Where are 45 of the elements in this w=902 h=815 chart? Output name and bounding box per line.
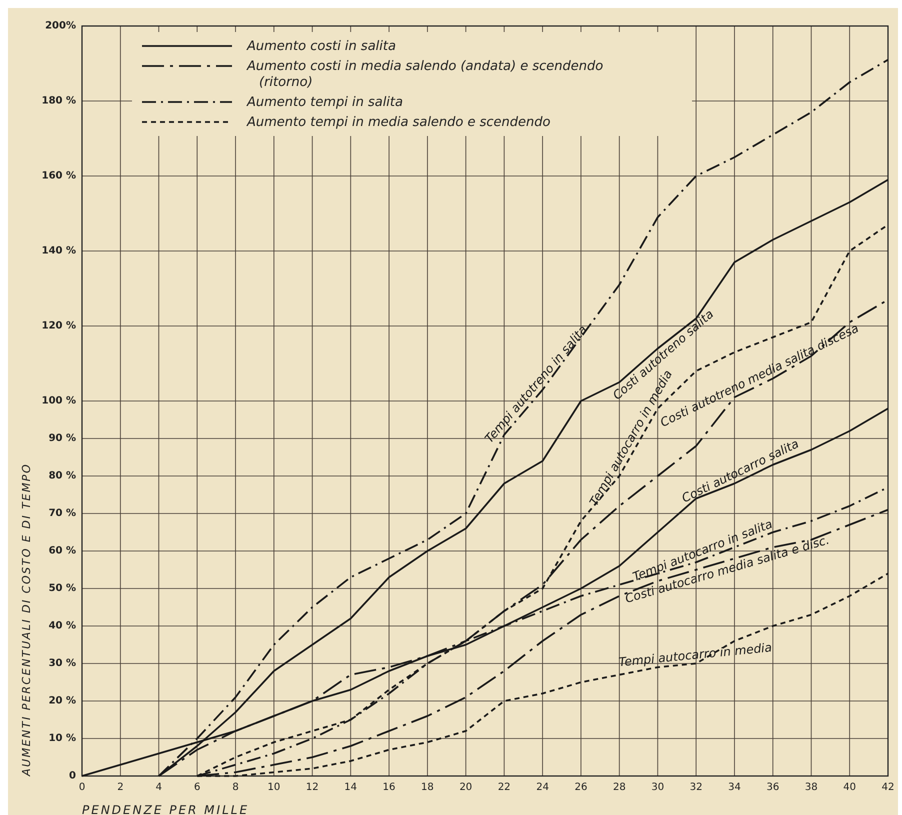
y-tick-label: 70 % [48,508,76,520]
x-tick-label: 12 [306,782,319,793]
x-tick-label: 26 [574,782,588,793]
x-tick-label: 24 [536,782,549,793]
x-tick-label: 16 [382,782,396,793]
x-tick-label: 28 [612,782,626,793]
x-tick-label: 2 [117,782,124,793]
x-tick-label: 18 [421,782,434,793]
y-tick-label: 80 % [48,470,76,482]
y-tick-label: 120 % [42,320,76,332]
x-tick-label: 42 [882,782,894,793]
y-axis-title: AUMENTI PERCENTUALI DI COSTO E DI TEMPO [20,463,33,777]
y-tick-label: 50 % [48,583,76,594]
x-tick-label: 0 [78,782,86,793]
x-tick-label: 4 [156,782,162,793]
x-tick-label: 36 [766,782,780,793]
y-tick-label: 200% [45,20,76,32]
y-tick-label: 40 % [48,620,76,632]
y-tick-label: 90 % [48,433,76,444]
x-tick-label: 20 [459,782,472,793]
x-tick-label: 34 [728,782,741,793]
x-tick-label: 30 [651,782,664,793]
x-tick-label: 6 [194,782,200,793]
y-tick-label: 160 % [42,170,76,182]
x-tick-label: 8 [232,782,239,793]
x-tick-label: 38 [804,782,818,793]
y-tick-label: 100 % [42,396,76,407]
x-axis-title: PENDENZE PER MILLE [82,803,250,815]
y-tick-label: 60 % [48,546,76,557]
x-tick-label: 10 [268,782,280,793]
x-tick-label: 32 [690,782,702,793]
y-tick-label: 140 % [42,246,76,257]
y-tick-label: 20 % [48,696,76,707]
x-tick-label: 14 [344,782,358,793]
annotation: Aumento costi in salita [246,39,396,54]
text: Tempi autocarro in media [618,640,772,670]
x-tick-label: 22 [498,782,511,793]
annotation: Aumento costi in media salendo (andata) e scendendo (ritorno) [246,59,604,90]
y-tick-label: 30 % [48,658,76,670]
x-tick-label: 40 [843,782,856,793]
annotation: Aumento tempi in media salendo e scendendo [246,115,551,130]
y-tick-label: 10 % [48,733,76,744]
annotation: Aumento tempi in salita [246,95,404,110]
y-tick-label: 0 [69,770,76,782]
y-tick-label: 180 % [42,96,76,107]
